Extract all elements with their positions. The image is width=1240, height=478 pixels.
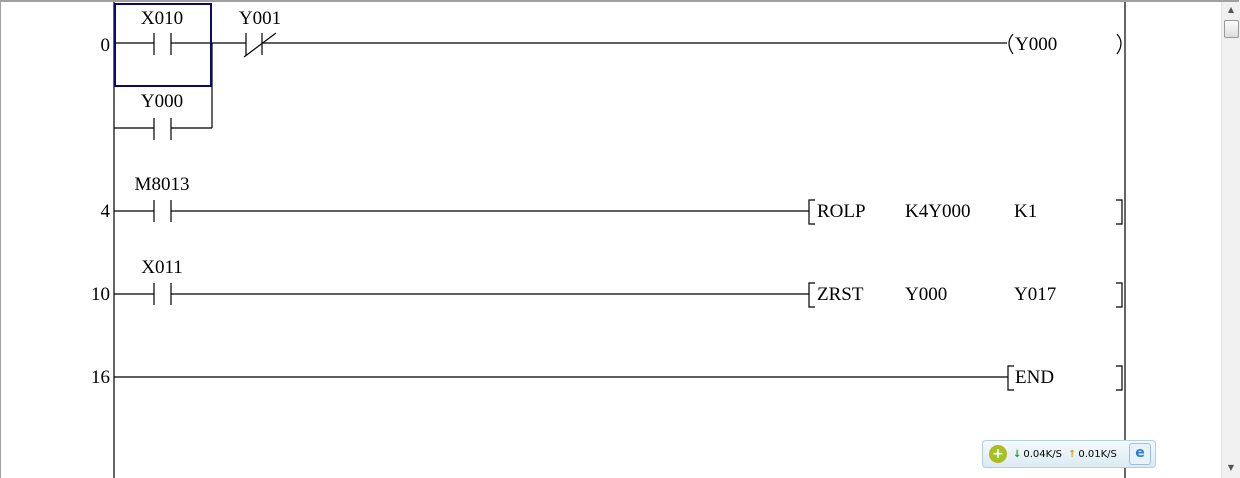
instr-bracket-left [808, 199, 815, 225]
contact-label: X011 [141, 257, 183, 278]
operand: K4Y000 [905, 201, 970, 222]
scroll-thumb[interactable] [1224, 20, 1239, 38]
vertical-scrollbar[interactable]: ▲ ▼ [1221, 2, 1240, 478]
network-monitor[interactable]: + ↓ 0.04K/S ↑ 0.01K/S e [982, 440, 1156, 468]
contact-label: M8013 [135, 174, 190, 195]
scroll-up-icon[interactable]: ▲ [1227, 5, 1235, 14]
contact-label: Y000 [141, 91, 183, 112]
instr-bracket-right [1116, 199, 1123, 225]
upload-arrow-icon: ↑ [1067, 448, 1077, 460]
contact-label: X010 [141, 8, 183, 29]
contact-label: Y001 [239, 8, 281, 29]
coil-right-paren [1116, 33, 1122, 55]
ie-browser-icon[interactable]: e [1129, 443, 1151, 465]
security-logo-icon[interactable]: + [989, 445, 1007, 463]
contact-x010[interactable] [114, 33, 246, 55]
download-arrow-icon: ↓ [1013, 448, 1022, 460]
instruction[interactable]: ROLP [817, 201, 866, 222]
operand: Y000 [905, 284, 947, 305]
step-number: 0 [101, 35, 111, 56]
upload-speed: 0.01K/S [1078, 448, 1117, 460]
coil-left-paren [1008, 33, 1014, 55]
step-number: 4 [101, 201, 111, 222]
coil-label[interactable]: Y000 [1015, 34, 1057, 55]
instruction[interactable]: ZRST [817, 284, 864, 305]
step-number: 16 [91, 367, 110, 388]
operand: K1 [1014, 201, 1037, 222]
step-number: 10 [91, 284, 110, 305]
ladder-diagram[interactable]: 0 X010 Y001 Y000 Y000 4 M8013 ROLP K4Y00… [1, 2, 1221, 478]
scroll-down-icon[interactable]: ▼ [1227, 463, 1235, 472]
operand: Y017 [1014, 284, 1056, 305]
contact-y001-nc[interactable] [243, 32, 1007, 58]
instruction[interactable]: END [1015, 367, 1054, 388]
cursor-selection [114, 3, 212, 87]
download-speed: 0.04K/S [1023, 448, 1062, 460]
